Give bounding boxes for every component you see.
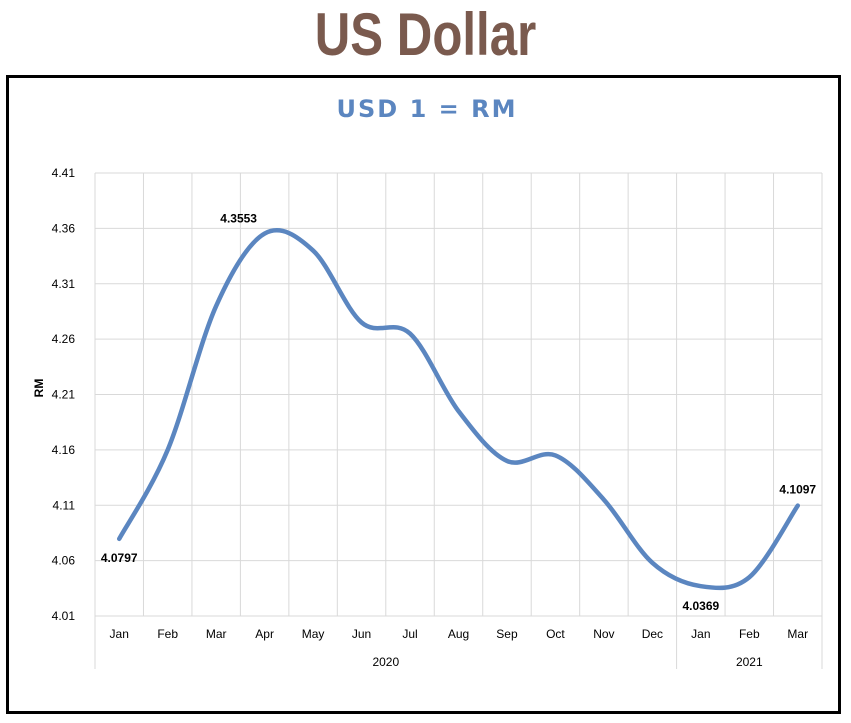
x-tick-label: Jun: [352, 627, 371, 641]
data-point: [699, 584, 703, 588]
x-tick-label: Aug: [448, 627, 469, 641]
data-point: [505, 459, 509, 463]
y-axis-ticks: 4.41 4.36 4.31 4.26 4.21 4.16 4.11 4.06 4.01: [52, 166, 76, 623]
year-label: 2020: [372, 655, 399, 669]
chart-title: USD 1 = RM: [337, 95, 518, 123]
page-title: US Dollar: [314, 1, 537, 68]
x-tick-label: Feb: [157, 627, 178, 641]
y-tick-label: 4.31: [52, 277, 76, 291]
series-layer: [116, 228, 801, 591]
data-point: [747, 575, 751, 579]
grid: [94, 172, 823, 617]
line-chart: USD 1 = RM RM 4.414.364.314.264.214.164.…: [32, 95, 823, 669]
data-point: [796, 504, 800, 508]
y-axis-label: RM: [32, 379, 46, 398]
x-tick-label: Apr: [255, 627, 274, 641]
y-tick-label: 4.06: [52, 554, 76, 568]
x-tick-label: Mar: [787, 627, 808, 641]
data-point: [457, 409, 461, 413]
data-point: [166, 448, 170, 452]
data-labels: 4.0797 4.3553 4.0369 4.1097: [101, 212, 817, 614]
data-label: 4.1097: [779, 483, 816, 497]
data-label: 4.0797: [101, 551, 138, 565]
data-point: [650, 561, 654, 565]
y-tick-label: 4.01: [52, 609, 76, 623]
x-tick-label: Oct: [546, 627, 565, 641]
series-line: [116, 228, 801, 591]
x-tick-label: May: [302, 627, 325, 641]
y-tick-label: 4.26: [52, 332, 76, 346]
year-label: 2021: [736, 655, 763, 669]
x-tick-label: Sep: [496, 627, 518, 641]
x-tick-label: Jan: [691, 627, 710, 641]
data-point: [311, 249, 315, 253]
y-tick-label: 4.16: [52, 443, 76, 457]
x-axis-ticks: Jan Feb Mar Apr May Jun Jul Aug Sep Oct Nov Dec Jan F…: [110, 627, 809, 641]
data-label: 4.0369: [682, 599, 719, 613]
x-tick-label: Nov: [593, 627, 614, 641]
x-tick-label: Mar: [206, 627, 227, 641]
data-point: [408, 332, 412, 336]
data-point: [360, 321, 364, 325]
y-tick-label: 4.11: [53, 498, 76, 512]
y-tick-label: 4.21: [52, 388, 76, 402]
data-point: [602, 498, 606, 502]
x-tick-label: Jan: [110, 627, 129, 641]
y-tick-label: 4.41: [52, 166, 76, 180]
x-axis-year-groups: 2020 2021: [94, 616, 823, 669]
data-point: [117, 537, 121, 541]
y-tick-label: 4.36: [52, 221, 76, 235]
data-point: [553, 453, 557, 457]
x-tick-label: Jul: [402, 627, 417, 641]
data-point: [214, 304, 218, 308]
data-label: 4.3553: [220, 212, 257, 226]
x-tick-label: Feb: [739, 627, 760, 641]
data-point: [263, 232, 267, 236]
x-tick-label: Dec: [642, 627, 663, 641]
chart-frame: USD 1 = RM RM 4.41 4.36 4.31 4.26 4.21 4.16 4.…: [6, 75, 841, 714]
